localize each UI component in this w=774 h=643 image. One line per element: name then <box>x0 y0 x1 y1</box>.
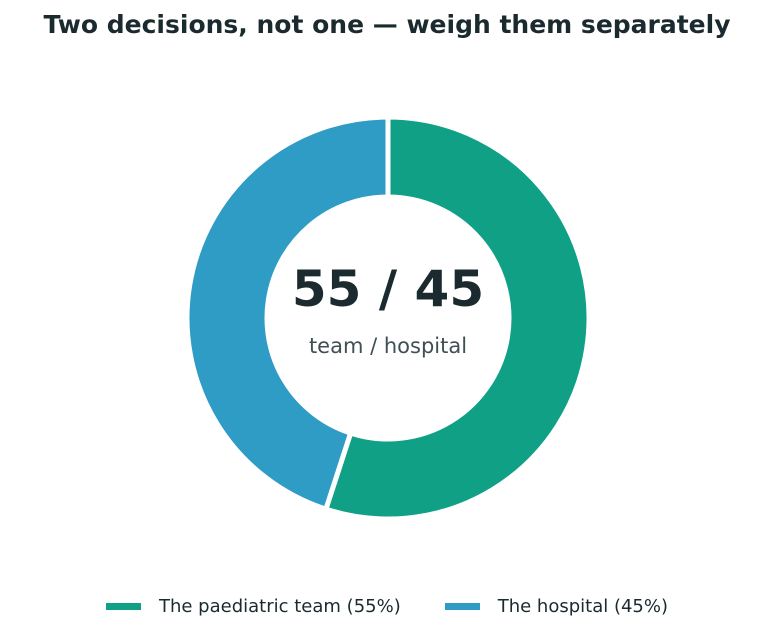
legend: The paediatric team (55%) The hospital (… <box>0 596 774 617</box>
center-caption: team / hospital <box>309 334 467 358</box>
legend-swatch-hospital <box>444 603 480 610</box>
legend-item-hospital[interactable]: The hospital (45%) <box>444 596 669 617</box>
center-value: 55 / 45 <box>292 260 484 318</box>
donut-slices <box>184 114 592 522</box>
legend-label-team: The paediatric team (55%) <box>158 596 401 617</box>
legend-swatch-team <box>105 603 141 610</box>
legend-label-hospital: The hospital (45%) <box>497 596 669 617</box>
donut-slice-team[interactable] <box>322 114 592 522</box>
chart-title: Two decisions, not one — weigh them sepa… <box>43 10 731 39</box>
donut-slice-hospital[interactable] <box>184 114 391 513</box>
legend-item-team[interactable]: The paediatric team (55%) <box>105 596 401 617</box>
